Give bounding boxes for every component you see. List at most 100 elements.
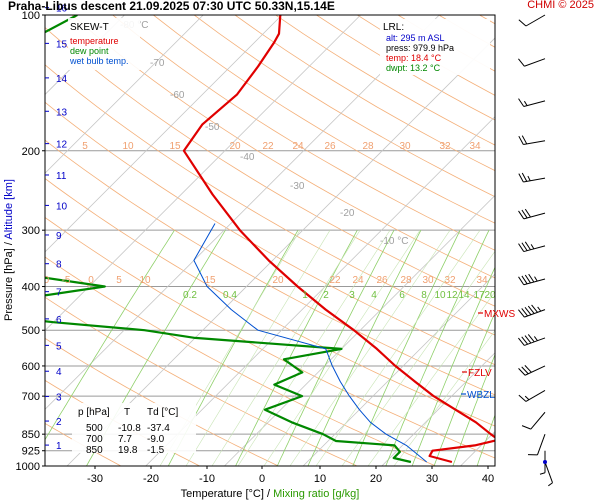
- mixing-ratio-line: [276, 230, 395, 466]
- barb-staff: [524, 309, 546, 318]
- levels-table-header: T: [124, 407, 130, 418]
- dry-adiabat: [193, 15, 495, 198]
- mixing-ratio-line: [498, 230, 586, 466]
- pressure-tick-label: 700: [22, 391, 40, 403]
- theta-label: 30: [399, 141, 411, 152]
- levels-table-cell: -9.0: [147, 434, 165, 445]
- theta-label: 26: [324, 141, 336, 152]
- altitude-tick-label: 13: [56, 107, 68, 118]
- wind-barb: [518, 304, 546, 318]
- moist-adiabat: [289, 230, 451, 466]
- barb-staff: [544, 461, 553, 483]
- levels-table-cell: 700: [86, 434, 103, 445]
- moist-adiabat: [341, 250, 495, 466]
- barb-staff: [523, 212, 546, 220]
- barb-flag: [521, 336, 529, 345]
- isotherm-line: [66, 37, 495, 466]
- isotherm-line: [539, 15, 600, 466]
- altitude-tick-label: 11: [56, 171, 67, 182]
- mixing-ratio-label: 2: [323, 290, 329, 301]
- altitude-tick-label: 1: [56, 441, 62, 452]
- dry-adiabat: [71, 15, 495, 279]
- mixing-ratio-label: 25: [508, 290, 520, 301]
- mixing-ratio-line: [307, 230, 422, 466]
- barb-flag: [524, 274, 531, 284]
- barb-flag: [518, 58, 525, 67]
- barb-staff: [525, 14, 546, 27]
- barb-flag: [521, 425, 532, 430]
- barb-staff: [524, 365, 546, 376]
- altitude-tick-label: 9: [56, 231, 62, 242]
- theta-label: 22: [329, 275, 341, 286]
- isotherm-line: [145, 116, 495, 466]
- altitude-tick-label: 6: [56, 315, 62, 326]
- altitude-tick-label: 14: [56, 74, 68, 85]
- theta-label: 10: [139, 275, 151, 286]
- levels-table-cell: -10.8: [118, 423, 141, 434]
- mixing-ratio-line: [45, 229, 175, 441]
- barb-flag: [527, 334, 535, 343]
- barb-flag: [518, 173, 524, 183]
- wind-barb: [518, 135, 546, 146]
- barb-half: [533, 336, 538, 341]
- barb-half: [537, 306, 542, 312]
- isotherm-line: [302, 273, 495, 466]
- barb-flag: [518, 135, 524, 145]
- wind-barb: [527, 433, 546, 456]
- dry-adiabat: [45, 64, 495, 336]
- altitude-tick-label: 7: [56, 288, 62, 299]
- barb-staff: [524, 337, 546, 346]
- barb-flag: [524, 335, 532, 344]
- barb-staff: [523, 100, 546, 108]
- legend-background: [68, 18, 140, 70]
- theta-label: 28: [400, 275, 412, 286]
- barb-flag: [524, 208, 531, 218]
- barb-staff: [523, 278, 546, 286]
- barb-flag: [521, 135, 528, 145]
- x-tick-label: 0: [259, 473, 265, 485]
- barb-flag: [531, 304, 538, 313]
- wind-barb: [518, 334, 546, 346]
- wind-barb: [518, 208, 546, 220]
- theta-label: 34: [469, 141, 481, 152]
- wind-barb: [543, 460, 553, 487]
- x-tick-label: -10: [199, 473, 215, 485]
- moist-adiabat: [237, 230, 391, 466]
- level-markers: MXWS FZLV WBZL: [461, 309, 515, 401]
- levels-table-cell: 7.7: [118, 434, 132, 445]
- pressure-tick-label: 200: [22, 146, 40, 158]
- moist-adiabat: [367, 291, 495, 466]
- barb-staff: [525, 390, 546, 402]
- theta-label: 28: [362, 141, 374, 152]
- legend-item: wet bulb temp.: [69, 56, 129, 66]
- levels-table-background: [72, 403, 196, 453]
- barb-half: [539, 472, 546, 475]
- isotherm-label: -60: [170, 90, 185, 101]
- legend-item: temperature: [70, 36, 119, 46]
- barb-flag: [518, 394, 527, 402]
- moist-adiabat: [393, 330, 495, 466]
- levels-table-cell: -37.4: [147, 423, 170, 434]
- mixing-ratio-line: [411, 266, 495, 466]
- dry-adiabat: [112, 15, 495, 251]
- wind-barb: [518, 365, 546, 376]
- theta-label: 26: [376, 275, 388, 286]
- plot-frame: [44, 14, 496, 467]
- altitude-tick-label: 10: [56, 201, 68, 212]
- altitude-tick-label: 8: [56, 260, 62, 271]
- levels-table-header: Td [°C]: [147, 407, 178, 418]
- dry-adiabat: [45, 139, 495, 396]
- barb-flag: [518, 243, 525, 252]
- theta-label: -5: [62, 275, 71, 286]
- barb-staff: [524, 58, 546, 67]
- pressure-tick-label: 300: [22, 225, 40, 237]
- levels-table-cell: 19.8: [118, 445, 138, 456]
- barb-flag: [518, 276, 525, 286]
- pressure-tick-label: 1000: [16, 461, 40, 473]
- wind-barb: [521, 411, 546, 430]
- dry-adiabat: [45, 256, 436, 466]
- barb-flag: [527, 305, 535, 314]
- barb-flag: [521, 172, 528, 182]
- mixing-ratio-label: 8: [421, 290, 427, 301]
